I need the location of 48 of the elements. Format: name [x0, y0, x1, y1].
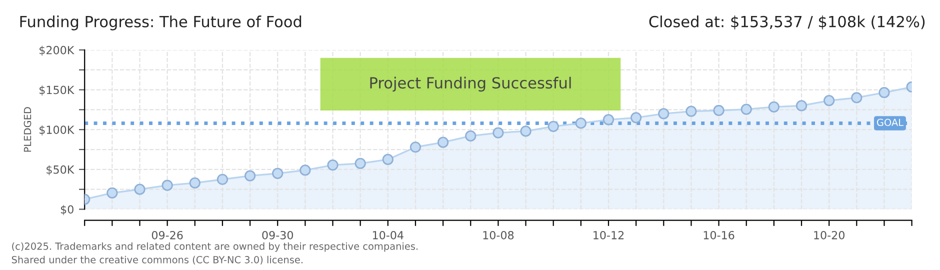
point	[382, 154, 394, 166]
y-tick-label: $200K	[40, 46, 74, 56]
x-tick-label: 10-20	[814, 230, 844, 240]
x-tick-label: 10-08	[483, 230, 514, 240]
annotation: Project Funding Successful	[370, 76, 571, 92]
point	[492, 127, 504, 138]
point	[134, 184, 146, 195]
point	[437, 136, 449, 148]
point	[327, 159, 338, 171]
y-tick-label: $50K	[46, 165, 74, 176]
point	[851, 92, 862, 104]
point	[575, 118, 586, 129]
point	[410, 142, 422, 153]
y-tick-label: $0	[60, 205, 74, 216]
x-tick-label: 10-16	[704, 230, 734, 240]
chart-title: Funding Progress: The Future of Food	[20, 16, 302, 30]
point	[106, 187, 118, 198]
point	[520, 126, 532, 137]
point	[272, 168, 284, 179]
point	[244, 170, 256, 182]
point	[740, 104, 752, 115]
text: (c)2025. Trademarks and related content are owned by their respective companies.	[12, 242, 418, 252]
point	[824, 94, 835, 106]
point	[878, 87, 890, 98]
text: Shared under the creative commons (CC BY-NC 3.0) license.	[12, 256, 302, 265]
point	[162, 180, 173, 191]
point	[548, 120, 559, 132]
point	[465, 130, 476, 142]
point	[796, 100, 808, 112]
y-tick-label: $150K	[40, 86, 74, 96]
y-axis-title: PLEDGED	[24, 107, 32, 152]
x-tick-label: 09-30	[262, 230, 294, 240]
point	[768, 101, 780, 112]
point	[300, 164, 311, 176]
point	[713, 104, 724, 116]
point	[686, 106, 697, 117]
point	[658, 108, 670, 120]
point	[630, 112, 642, 124]
point	[354, 158, 366, 170]
y-tick-label: $100K	[40, 125, 74, 136]
point	[216, 174, 228, 185]
x-tick-label: 10-12	[594, 230, 624, 240]
point	[189, 177, 200, 189]
point	[602, 114, 614, 126]
chart-subtitle: Closed at: $153,537 / $108k (142%)	[649, 16, 925, 30]
x-tick-label: 10-04	[372, 230, 404, 240]
ref-line-label: GOAL	[876, 118, 904, 126]
x-tick-label: 09-26	[152, 230, 183, 240]
